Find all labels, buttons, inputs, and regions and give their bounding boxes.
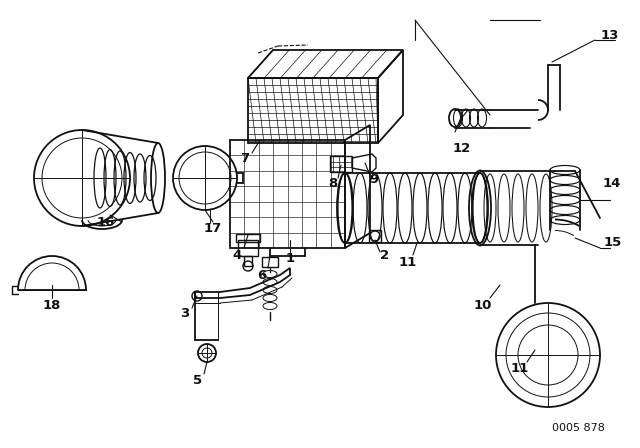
Text: 14: 14 xyxy=(603,177,621,190)
Text: 1: 1 xyxy=(285,251,294,264)
Bar xyxy=(230,140,345,248)
Text: 4: 4 xyxy=(232,249,242,262)
Text: 6: 6 xyxy=(257,268,267,281)
Text: 18: 18 xyxy=(43,298,61,311)
Text: 5: 5 xyxy=(193,374,203,387)
Text: 9: 9 xyxy=(369,172,379,185)
Text: 7: 7 xyxy=(241,151,250,164)
Text: 2: 2 xyxy=(380,249,390,262)
Bar xyxy=(238,240,258,256)
Text: 10: 10 xyxy=(474,298,492,311)
Bar xyxy=(244,256,252,266)
Bar xyxy=(236,234,260,242)
Text: 8: 8 xyxy=(328,177,338,190)
Text: 13: 13 xyxy=(601,29,619,42)
Text: 0005 878: 0005 878 xyxy=(552,423,604,433)
Bar xyxy=(330,156,352,172)
Text: 12: 12 xyxy=(453,142,471,155)
Bar xyxy=(262,257,278,267)
Bar xyxy=(248,78,378,143)
Text: 11: 11 xyxy=(399,255,417,268)
Bar xyxy=(369,230,381,242)
Text: 17: 17 xyxy=(204,221,222,234)
Text: 15: 15 xyxy=(604,236,622,249)
Text: 16: 16 xyxy=(97,215,115,228)
Text: 3: 3 xyxy=(180,306,189,319)
Text: 11: 11 xyxy=(511,362,529,375)
